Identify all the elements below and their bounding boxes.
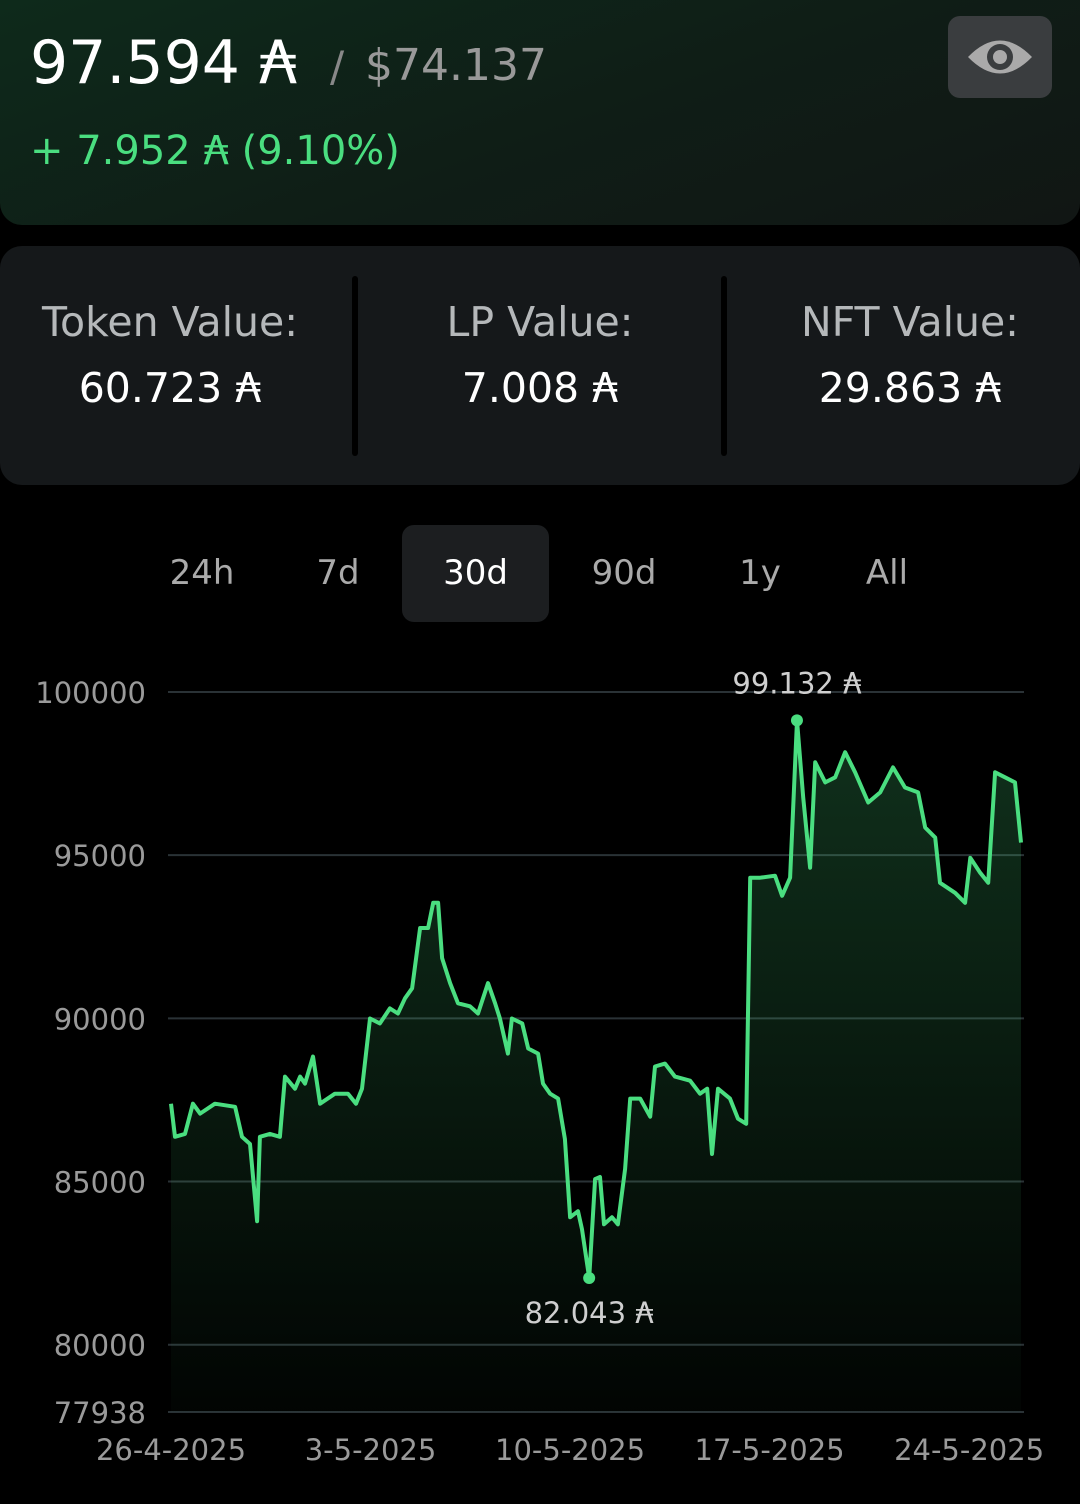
balance-card: 97.594 ₳ / $74.137 + 7.952 ₳ (9.10%): [0, 0, 1080, 225]
y-tick-label: 90000: [54, 1002, 146, 1036]
y-tick-label: 85000: [54, 1166, 146, 1200]
visibility-button[interactable]: [948, 16, 1052, 98]
annotation-label: 82.043 ₳: [525, 1296, 655, 1330]
range-tab[interactable]: 1y: [739, 553, 781, 593]
stat-value: 60.723 ₳: [78, 364, 262, 412]
stat-value: 29.863 ₳: [818, 364, 1002, 412]
x-tick-label: 26-4-2025: [96, 1433, 246, 1467]
stat-label: Token Value:: [41, 298, 299, 346]
range-tab[interactable]: 24h: [169, 553, 235, 593]
range-tab[interactable]: 30d: [402, 525, 549, 622]
range-tab[interactable]: 7d: [316, 553, 360, 593]
x-tick-label: 24-5-2025: [894, 1433, 1044, 1467]
stat: LP Value: 7.008 ₳: [370, 298, 710, 412]
divider: [352, 276, 358, 456]
annotation-dot: [790, 714, 803, 727]
balance: 97.594 ₳: [30, 28, 298, 98]
stat-label: LP Value:: [446, 298, 634, 346]
price-line: [169, 718, 1023, 1280]
annotation-label: 99.132 ₳: [732, 666, 862, 700]
y-tick-label: 100000: [35, 676, 146, 710]
eye-icon: [968, 40, 1032, 74]
x-tick-label: 17-5-2025: [695, 1433, 845, 1467]
range-tab[interactable]: 90d: [591, 553, 657, 593]
x-tick-label: 3-5-2025: [305, 1433, 437, 1467]
divider: [721, 276, 727, 456]
stat: NFT Value: 29.863 ₳: [740, 298, 1080, 412]
x-tick-label: 10-5-2025: [495, 1433, 645, 1467]
eye-pupil: [993, 50, 1007, 64]
range-tabs: 24h 7d 30d 90d 1y All: [0, 525, 1080, 622]
stat-value: 7.008 ₳: [461, 364, 619, 412]
range-tab[interactable]: All: [865, 553, 909, 593]
y-tick-label: 95000: [54, 839, 146, 873]
stats-card: Token Value: 60.723 ₳ LP Value: 7.008 ₳ NFT …: [0, 246, 1080, 485]
separator: /: [330, 42, 345, 91]
area-fill: [171, 720, 1021, 1412]
stat-label: NFT Value:: [800, 298, 1019, 346]
usd-value: $74.137: [365, 40, 547, 91]
stat: Token Value: 60.723 ₳: [0, 298, 340, 412]
change: + 7.952 ₳ (9.10%): [30, 128, 400, 174]
annotation-dot: [583, 1272, 596, 1285]
y-tick-label: 80000: [54, 1329, 146, 1363]
y-tick-label: 77938: [54, 1396, 146, 1430]
